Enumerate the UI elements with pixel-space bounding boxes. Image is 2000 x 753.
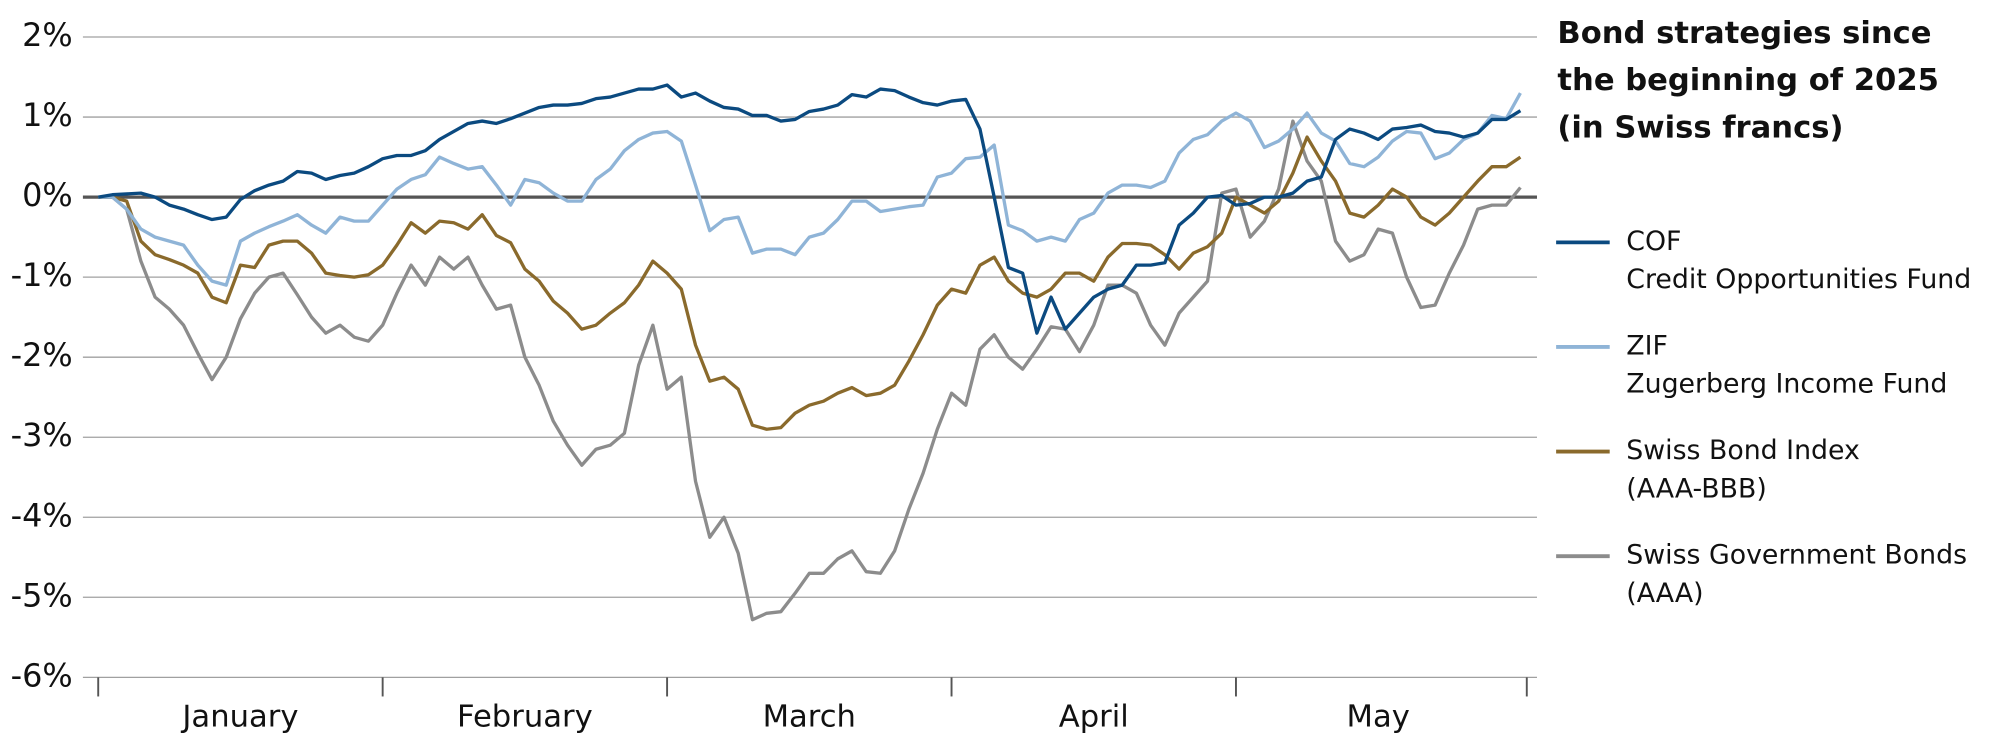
legend-label: Swiss Government Bonds <box>1626 540 1967 571</box>
chart-title: (in Swiss francs) <box>1557 110 1843 145</box>
y-tick-label: -4% <box>11 496 73 534</box>
series-line <box>98 119 1522 622</box>
series-line <box>97 83 1522 335</box>
legend-label: (AAA) <box>1626 578 1703 609</box>
y-tick-label: -6% <box>11 656 73 694</box>
y-tick-label: -1% <box>11 256 73 294</box>
series-line <box>98 135 1522 431</box>
legend-label: ZIF <box>1626 330 1668 361</box>
y-tick-label: -5% <box>11 576 73 614</box>
chart-title: Bond strategies since <box>1557 16 1931 51</box>
x-tick-label: May <box>1347 700 1410 735</box>
legend-label: Zugerberg Income Fund <box>1626 369 1947 400</box>
y-tick-label: 2% <box>22 16 73 54</box>
y-tick-label: -3% <box>11 416 73 454</box>
legend-label: COF <box>1626 226 1681 257</box>
chart-title: the beginning of 2025 <box>1557 63 1939 98</box>
y-tick-label: 0% <box>22 176 73 214</box>
x-tick-label: April <box>1059 700 1129 735</box>
x-tick-label: January <box>180 700 298 735</box>
x-tick-label: March <box>763 700 856 735</box>
y-tick-label: -2% <box>11 336 73 374</box>
series-line <box>98 92 1522 287</box>
legend-label: Swiss Bond Index <box>1626 435 1860 466</box>
y-tick-label: 1% <box>22 96 73 134</box>
x-tick-label: February <box>457 700 593 735</box>
legend-label: (AAA-BBB) <box>1626 473 1767 504</box>
legend-label: Credit Opportunities Fund <box>1626 264 1971 295</box>
